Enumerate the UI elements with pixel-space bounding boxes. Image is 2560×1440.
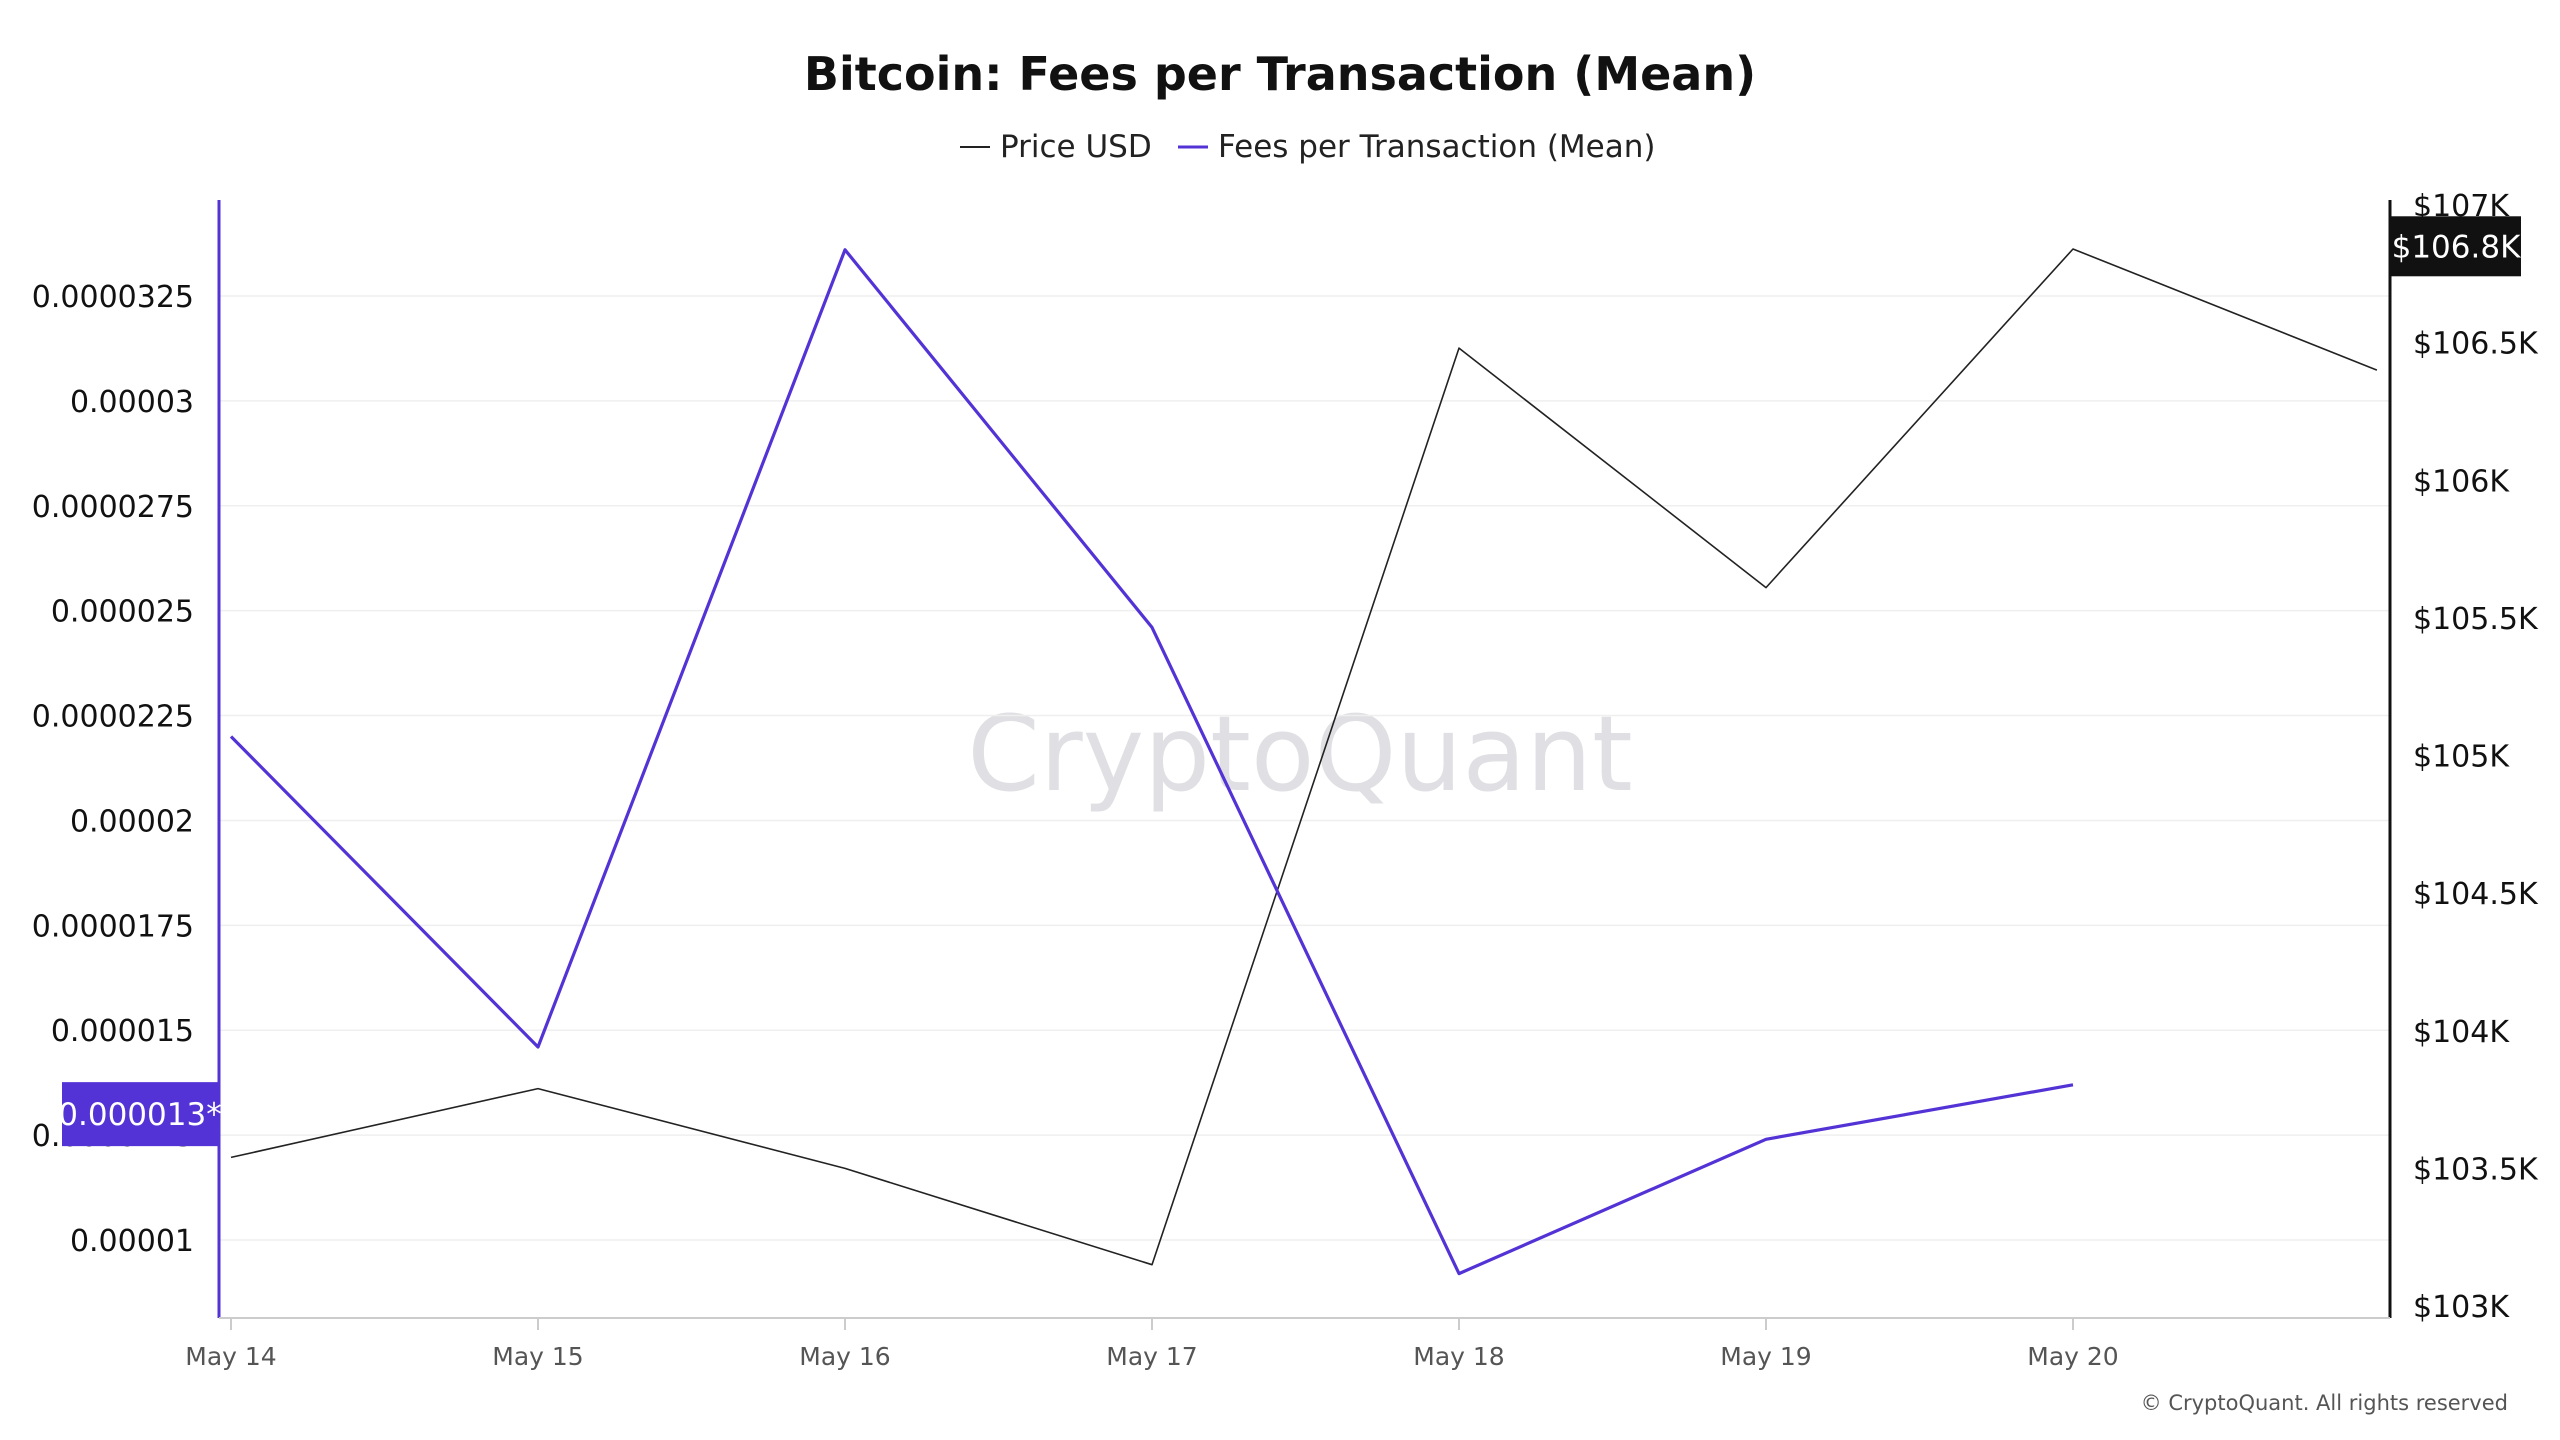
right-axis-badge-label: $106.8K [2392, 229, 2521, 265]
x-tick-label: May 15 [492, 1342, 583, 1371]
left-axis-badge [62, 1082, 219, 1147]
left-axis-badge-label: 0.000013* [58, 1097, 221, 1133]
x-axis-ticks: May 14 May 15 May 16 May 17 May 18 May 19 May … [185, 1318, 2119, 1371]
legend-label-price: Price USD [1000, 129, 1152, 165]
right-tick-label: $103.5K [2413, 1152, 2539, 1187]
right-tick-label: $103K [2413, 1290, 2510, 1325]
x-tick-label: May 18 [1413, 1342, 1504, 1371]
gridlines [220, 295, 2390, 1241]
left-tick-label: 0.0000325 [32, 280, 194, 315]
chart-title: Bitcoin: Fees per Transaction (Mean) [804, 47, 1756, 101]
fees-series-line [229, 248, 2074, 1276]
left-axis-ticks: 0.000010.00001250.0000150.00001750.00002… [32, 280, 194, 1259]
right-tick-label: $104K [2413, 1015, 2510, 1050]
left-tick-label: 0.000025 [51, 595, 194, 630]
copyright: © CryptoQuant. All rights reserved [2141, 1391, 2508, 1415]
legend-item-price[interactable]: Price USD [960, 129, 1152, 165]
watermark: CryptoQuant [967, 693, 1633, 815]
legend-item-fees[interactable]: Fees per Transaction (Mean) [1178, 129, 1655, 165]
x-tick-label: May 17 [1106, 1342, 1197, 1371]
left-tick-label: 0.00001 [70, 1224, 194, 1259]
left-tick-label: 0.00003 [70, 385, 194, 420]
series-lines [229, 248, 2378, 1276]
x-tick-label: May 20 [2027, 1342, 2118, 1371]
legend-label-fees: Fees per Transaction (Mean) [1218, 129, 1655, 165]
legend: Price USD Fees per Transaction (Mean) [960, 129, 1655, 165]
right-axis-ticks: $103K $103.5K $104K $104.5K $105K $105.5K $106… [2413, 189, 2539, 1325]
right-tick-label: $105K [2413, 740, 2510, 775]
right-tick-label: $105.5K [2413, 602, 2539, 637]
x-tick-label: May 16 [799, 1342, 890, 1371]
left-tick-label: 0.00002 [70, 804, 194, 839]
left-tick-label: 0.0000175 [32, 909, 194, 944]
right-tick-label: $104.5K [2413, 877, 2539, 912]
left-tick-label: 0.0000275 [32, 490, 194, 525]
value-badges: 0.000013* $106.8K [58, 216, 2521, 1147]
x-tick-label: May 19 [1720, 1342, 1811, 1371]
x-tick-label: May 14 [185, 1342, 276, 1371]
right-tick-label: $106K [2413, 464, 2510, 499]
price-series-line [230, 248, 2378, 1266]
left-tick-label: 0.0000225 [32, 700, 194, 735]
right-tick-label: $106.5K [2413, 327, 2539, 362]
right-axis-badge [2391, 216, 2521, 277]
left-tick-label: 0.000015 [51, 1014, 194, 1049]
